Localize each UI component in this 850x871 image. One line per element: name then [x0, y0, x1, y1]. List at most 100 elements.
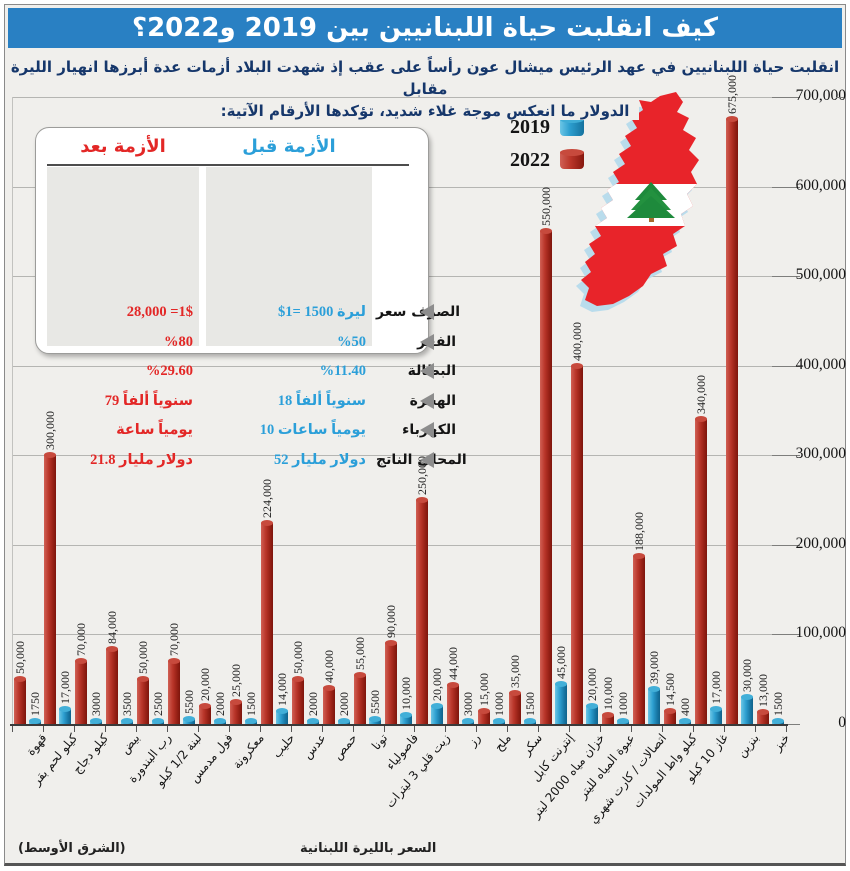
before-header: قبل الأزمة	[242, 136, 336, 157]
bar-value-label: 5500	[368, 690, 383, 715]
bar-2019	[28, 718, 41, 724]
y-axis-tick	[772, 186, 800, 188]
after-value: %80	[164, 333, 193, 350]
bar-2019	[585, 703, 598, 724]
bar-value-label: 20,000	[584, 668, 599, 702]
category-label: حمص	[329, 731, 360, 763]
gridline	[12, 634, 786, 636]
bar-2019	[430, 703, 443, 724]
y-axis-label: 200,000	[795, 534, 846, 552]
y-axis-tick	[772, 276, 800, 278]
page-title: كيف انقلبت حياة اللبنانيين بين 2019 و202…	[131, 13, 719, 43]
lebanon-map	[563, 88, 739, 314]
bar-2022	[570, 362, 583, 724]
bar-value-label: 14,000	[275, 673, 290, 707]
gridline	[12, 365, 786, 367]
bar-value-label: 1000	[615, 692, 630, 716]
y-axis-label: 0	[838, 714, 846, 731]
y-axis-label: 600,000	[795, 176, 846, 194]
bar-value-label: 3000	[89, 692, 104, 716]
bar-value-label: 17,000	[58, 670, 73, 704]
bar-value-label: 17,000	[708, 670, 723, 704]
y-axis-label: 500,000	[795, 266, 846, 284]
bar-value-label: 50,000	[291, 641, 306, 675]
bar-2022	[75, 658, 88, 724]
bar-value-label: 20,000	[198, 668, 213, 702]
category-label: تونا	[368, 731, 391, 753]
bar-2022	[137, 676, 150, 724]
category-label: قهوة	[23, 731, 50, 759]
bar-value-label: 400,000	[569, 321, 584, 361]
category-label: حليب	[269, 731, 298, 761]
row-label: سعر الصرف	[376, 304, 461, 320]
y-axis-tick	[772, 544, 800, 546]
bar-2022	[539, 228, 552, 724]
bar-2019	[771, 718, 784, 724]
bar-2022	[663, 708, 676, 724]
cedar-tree-icon	[627, 182, 675, 222]
x-axis-tick	[228, 726, 230, 732]
bar-2019	[616, 718, 629, 724]
x-axis-tick	[569, 726, 571, 732]
row-arrow-icon	[420, 333, 434, 350]
bar-2019	[59, 705, 72, 724]
lebanon-map-graphic	[576, 92, 699, 312]
bar-value-label: 50,000	[136, 641, 151, 675]
bar-2019	[523, 718, 536, 724]
bar-2019	[90, 718, 103, 724]
category-label: عدس	[299, 731, 329, 762]
bar-2022	[354, 671, 367, 724]
y-axis-label: 300,000	[795, 445, 846, 463]
row-label: الفقر	[417, 333, 456, 350]
bar-2022	[292, 676, 305, 724]
bar-2019	[647, 686, 660, 724]
row-arrow-icon	[420, 422, 434, 438]
bar-value-label: 84,000	[105, 610, 120, 644]
before-value: %50	[337, 333, 366, 350]
chart-legend: 2019 2022	[510, 114, 584, 180]
x-axis-tick	[724, 726, 726, 732]
row-arrow-icon	[420, 451, 434, 468]
bar-2019	[554, 680, 567, 724]
bar-2022	[44, 452, 57, 724]
bar-2019	[740, 694, 753, 724]
gridline	[12, 544, 786, 546]
x-axis-tick	[383, 726, 385, 732]
x-axis-tick	[600, 726, 602, 732]
y-axis-label: 400,000	[795, 355, 846, 373]
bar-2022	[106, 645, 119, 724]
bar-value-label: 40,000	[322, 650, 337, 684]
bar-2022	[477, 707, 490, 724]
title-bar: كيف انقلبت حياة اللبنانيين بين 2019 و202…	[8, 8, 842, 48]
bar-2022	[323, 685, 336, 724]
row-label: الناتج المحلي	[376, 451, 467, 468]
bar-value-label: 14,500	[662, 673, 677, 706]
bar-value-label: 20,000	[429, 668, 444, 702]
x-axis-tick	[12, 726, 13, 732]
bar-value-label: 5500	[182, 690, 197, 715]
x-axis-tick	[290, 726, 292, 732]
bar-2022	[230, 698, 243, 724]
bar-value-label: 550,000	[538, 187, 553, 227]
row-label: الكهرباء	[402, 422, 456, 438]
x-axis-tick	[414, 726, 416, 732]
bar-value-label: 35,000	[507, 654, 522, 688]
bar-2019	[121, 717, 134, 724]
x-axis-tick	[197, 726, 199, 732]
subtitle: انقلبت حياة اللبنانيين في عهد الرئيس ميش…	[0, 56, 850, 122]
bar-value-label: 50,000	[12, 641, 27, 675]
bar-value-label: 30,000	[739, 659, 754, 693]
x-axis-tick	[42, 726, 44, 732]
x-axis-tick	[321, 726, 323, 732]
bar-2019	[152, 718, 165, 724]
y-axis-tick	[772, 634, 800, 636]
x-axis-tick	[507, 726, 509, 732]
bar-value-label: 2500	[151, 692, 166, 716]
y-axis-label: 700,000	[795, 87, 846, 104]
before-value: 18 ألفاً سنوياً	[277, 392, 366, 409]
bar-value-label: 224,000	[260, 479, 275, 519]
bar-2022	[13, 676, 26, 724]
bar-value-label: 15,000	[476, 672, 491, 706]
x-axis-tick	[662, 726, 664, 732]
x-axis-tick	[104, 726, 106, 732]
